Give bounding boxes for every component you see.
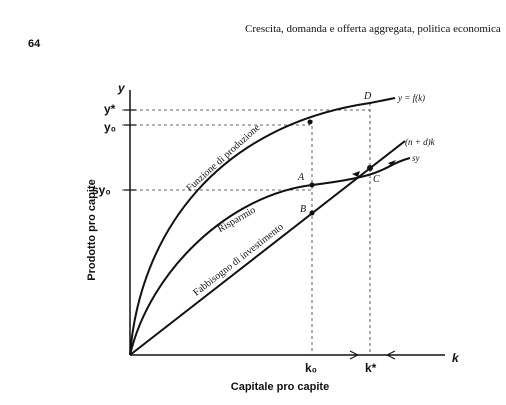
x-label: k* xyxy=(365,361,377,375)
curve-name: Funzione di produzione xyxy=(184,122,262,194)
x-label: k₀ xyxy=(305,361,317,375)
investment-line xyxy=(129,140,406,356)
y-label: y* xyxy=(104,102,116,116)
curve-label: (n + d)k xyxy=(405,137,436,147)
curve-name: Fabbisogno di investimento xyxy=(191,221,285,298)
point-label: D xyxy=(363,91,372,102)
point xyxy=(309,182,315,188)
point-label: B xyxy=(300,204,306,215)
savings-curve xyxy=(129,157,411,356)
y-ticks xyxy=(124,109,136,191)
arrow xyxy=(349,350,396,360)
running-header: Crescita, domanda e offerta aggregata, p… xyxy=(245,23,501,35)
point-label: C xyxy=(373,174,380,185)
y-label: sy₀ xyxy=(92,183,111,197)
curve-label: y = f(k) xyxy=(397,93,425,103)
curve-label: sy xyxy=(412,153,420,163)
x-symbol: k xyxy=(452,351,460,365)
curve-name: Risparmio xyxy=(216,205,258,235)
y-axis-title: Prodotto pro capite xyxy=(86,179,98,280)
x-axis-title: Capitale pro capite xyxy=(231,381,329,393)
point xyxy=(307,119,313,125)
y-label: y₀ xyxy=(104,120,116,134)
y-symbol: y xyxy=(117,81,126,95)
arrow xyxy=(352,160,396,177)
point xyxy=(367,165,373,171)
page-number: 64 xyxy=(28,38,41,50)
production-curve xyxy=(129,97,396,356)
point xyxy=(309,210,315,216)
point-label: A xyxy=(297,172,305,183)
